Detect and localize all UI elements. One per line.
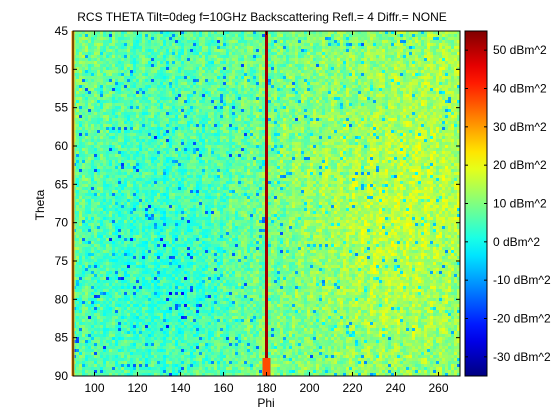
x-tick-label: 100 [84,381,104,395]
y-tick-label: 45 [55,24,69,38]
colorbar-tick-label: -10 dBm^2 [493,273,551,287]
colorbar-tick-label: 0 dBm^2 [493,235,540,249]
y-tick-label: 80 [55,292,69,306]
y-tick-label: 90 [55,369,69,383]
x-tick-label: 220 [342,381,362,395]
colorbar-tick-label: 50 dBm^2 [493,43,547,57]
colorbar-tick-label: 40 dBm^2 [493,82,547,96]
x-tick-label: 120 [127,381,147,395]
y-tick-label: 60 [55,139,69,153]
colorbar-tick-label: -20 dBm^2 [493,312,551,326]
y-axis: 45 50 55 60 65 70 75 80 85 90 [55,24,460,383]
x-tick-label: 180 [256,381,276,395]
x-tick-label: 260 [428,381,448,395]
colorbar-tick-label: 30 dBm^2 [493,120,547,134]
y-axis-label: Theta [33,189,47,220]
ridge-glow [262,358,271,376]
colorbar-tick-label: 20 dBm^2 [493,158,547,172]
x-tick-label: 240 [385,381,405,395]
colorbar-ticks: 50 dBm^2 40 dBm^2 30 dBm^2 20 dBm^2 10 dBm^2… [465,43,551,364]
colorbar: 50 dBm^2 40 dBm^2 30 dBm^2 20 dBm^2 10 dBm^2… [464,30,551,377]
heatmap-field [73,31,460,376]
x-tick-label: 140 [170,381,190,395]
y-tick-label: 55 [55,101,69,115]
ridge-0 [265,31,268,376]
chart-title: RCS THETA Tilt=0deg f=10GHz Backscatteri… [77,10,447,24]
colorbar-tick-label: 10 dBm^2 [493,197,547,211]
colorbar-gradient [465,31,487,376]
y-tick-label: 50 [55,62,69,76]
x-axis: 100 120 140 160 180 200 220 240 260 [84,31,449,395]
x-tick-label: 160 [213,381,233,395]
colorbar-tick-label: -30 dBm^2 [493,350,551,364]
x-tick-label: 200 [299,381,319,395]
y-tick-label: 70 [55,216,69,230]
x-axis-label: Phi [257,396,274,410]
y-tick-label: 85 [55,331,69,345]
y-tick-label: 65 [55,177,69,191]
y-tick-label: 75 [55,254,69,268]
